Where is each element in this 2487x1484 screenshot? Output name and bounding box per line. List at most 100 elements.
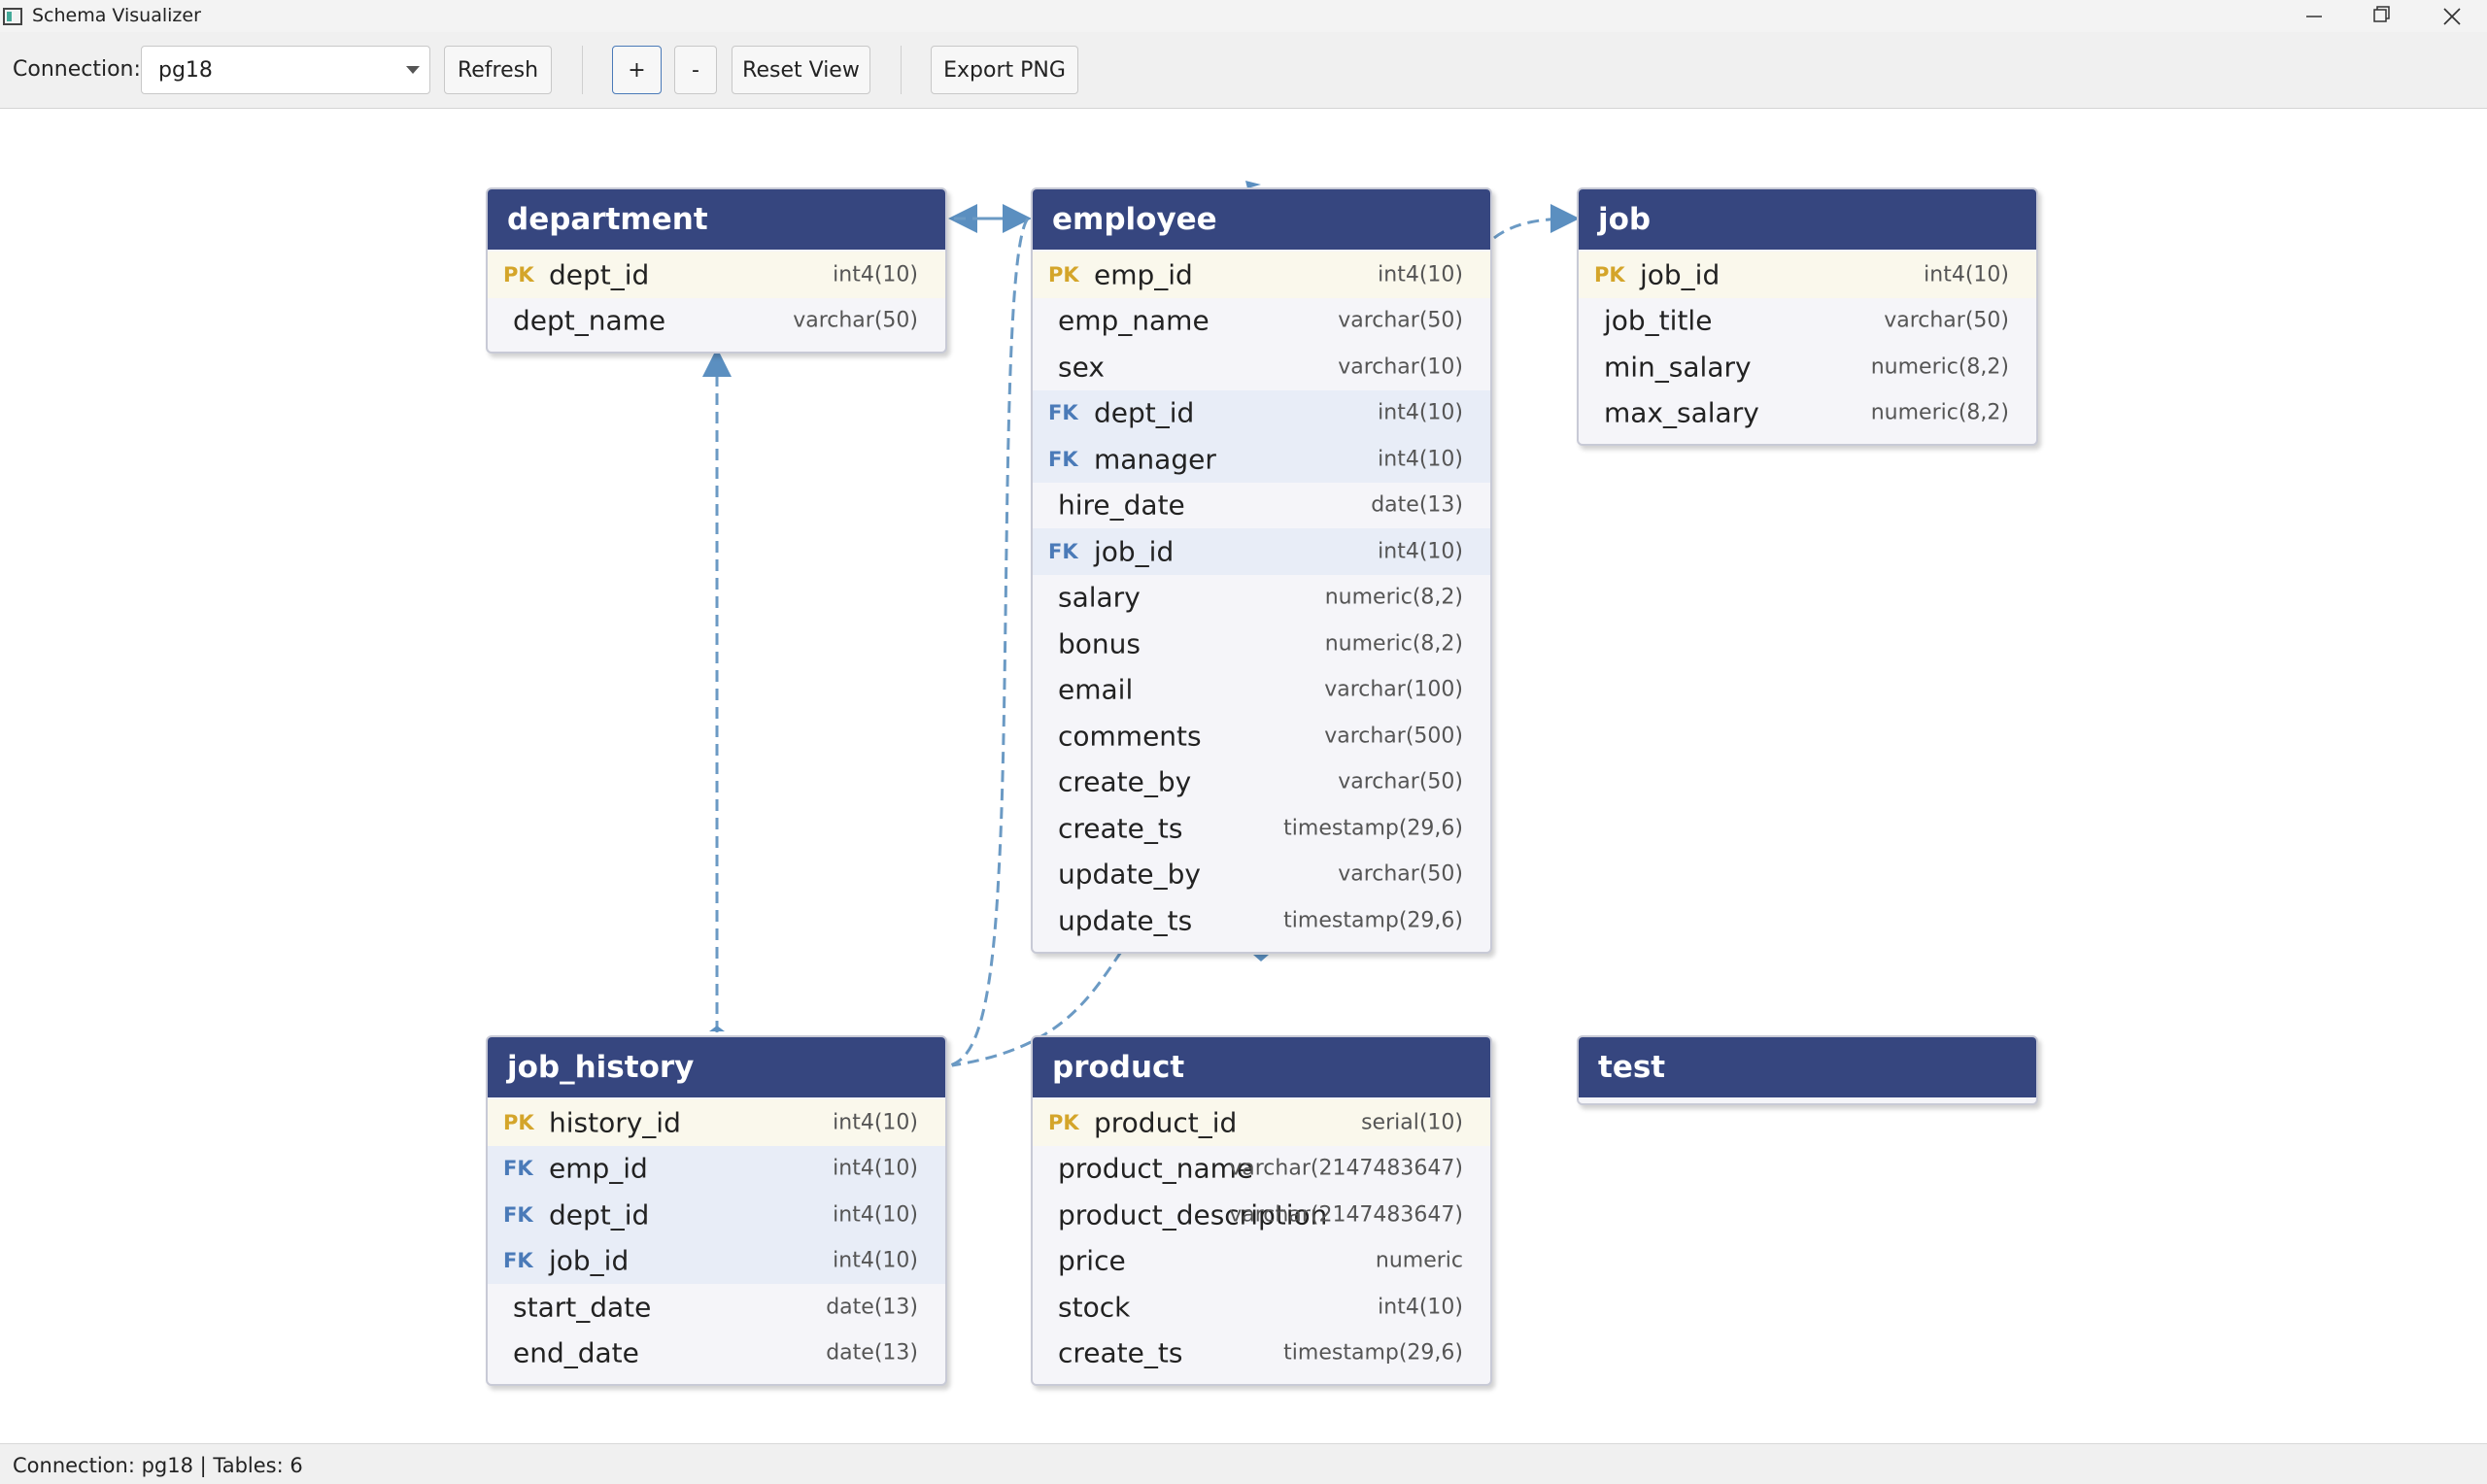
column-type: int4(10) [833,1202,918,1228]
column-row: FK dept_id int4(10) [488,1192,945,1238]
column-type: numeric [1375,1248,1463,1273]
connection-label: Connection: [13,57,141,82]
column-row: sex varchar(10) [1033,344,1490,390]
zoom-in-button[interactable]: + [612,46,662,94]
column-row: FK manager int4(10) [1033,436,1490,483]
column-row: create_ts timestamp(29,6) [1033,805,1490,852]
column-type: varchar(100) [1324,677,1463,702]
zoom-out-button[interactable]: - [674,46,717,94]
column-name: job_id [1094,535,1175,568]
column-name: min_salary [1604,351,1752,384]
table-name: department [488,189,945,250]
column-name: product_description [1058,1198,1328,1231]
column-type: date(13) [826,1295,918,1320]
column-row: hire_date date(13) [1033,483,1490,529]
column-type: varchar(50) [1338,861,1463,887]
column-type: int4(10) [1378,447,1463,472]
status-bar: Connection: pg18 | Tables: 6 [0,1443,2487,1484]
column-row: comments varchar(500) [1033,713,1490,759]
column-name: price [1058,1244,1126,1277]
table-name: job_history [488,1037,945,1097]
column-type: int4(10) [1378,539,1463,564]
column-row: price numeric [1033,1238,1490,1285]
column-type: varchar(10) [1338,354,1463,380]
column-type: varchar(2147483647) [1229,1202,1463,1228]
column-type: int4(10) [1378,400,1463,425]
table[interactable]: department PK dept_id int4(10) dept_name varc… [486,187,947,354]
export-button[interactable]: Export PNG [931,46,1078,94]
column-name: start_date [513,1291,652,1324]
column-type: varchar(50) [1338,769,1463,794]
column-name: update_by [1058,858,1201,891]
column-type: timestamp(29,6) [1283,1340,1463,1366]
column-row: create_by varchar(50) [1033,759,1490,806]
reset-view-button[interactable]: Reset View [732,46,870,94]
table-name: product [1033,1037,1490,1097]
column-name: dept_id [1094,396,1195,429]
column-row: salary numeric(8,2) [1033,575,1490,622]
column-name: update_ts [1058,904,1193,937]
column-type: timestamp(29,6) [1283,816,1463,841]
table[interactable]: product PK product_id serial(10) product_nam… [1031,1035,1492,1386]
column-name: salary [1058,581,1141,614]
column-name: email [1058,673,1134,706]
key-badge: PK [503,262,534,287]
column-name: job_id [549,1244,630,1277]
relation-marker [1253,955,1269,961]
key-badge: FK [503,1202,533,1227]
table[interactable]: test [1577,1035,2038,1105]
column-row: dept_name varchar(50) [488,298,945,345]
table[interactable]: employee PK emp_id int4(10) emp_name varchar(… [1031,187,1492,954]
column-name: end_date [513,1336,639,1369]
column-name: create_by [1058,765,1192,798]
column-type: date(13) [1371,492,1463,518]
column-name: hire_date [1058,489,1185,522]
column-name: create_ts [1058,1336,1183,1369]
table-body: PK job_id int4(10) job_title varchar(50) min_… [1579,250,2036,444]
column-name: dept_name [513,304,666,337]
column-name: product_id [1094,1106,1238,1139]
column-row: min_salary numeric(8,2) [1579,344,2036,390]
column-row: create_ts timestamp(29,6) [1033,1331,1490,1377]
column-row: email varchar(100) [1033,667,1490,714]
column-row: start_date date(13) [488,1284,945,1331]
column-row: product_name varchar(2147483647) [1033,1146,1490,1193]
column-type: int4(10) [833,1248,918,1273]
column-type: int4(10) [833,1110,918,1135]
column-row: stock int4(10) [1033,1284,1490,1331]
table-body: PK history_id int4(10) FK emp_id int4(10) FK de… [488,1097,945,1384]
column-name: job_id [1640,258,1720,291]
table[interactable]: job_history PK history_id int4(10) FK emp_id i… [486,1035,947,1386]
column-type: varchar(500) [1324,724,1463,749]
app-icon [3,8,22,25]
relation-line [949,218,1030,1067]
column-row: bonus numeric(8,2) [1033,621,1490,667]
column-row: update_by varchar(50) [1033,852,1490,898]
column-type: int4(10) [1378,262,1463,287]
column-type: numeric(8,2) [1324,631,1463,657]
column-type: int4(10) [833,1156,918,1181]
column-type: int4(10) [1924,262,2009,287]
column-row: update_ts timestamp(29,6) [1033,897,1490,944]
column-type: varchar(50) [1338,308,1463,333]
column-name: stock [1058,1291,1131,1324]
refresh-button[interactable]: Refresh [444,46,552,94]
dropdown-arrow [406,66,420,74]
column-row: emp_name varchar(50) [1033,298,1490,345]
column-name: emp_id [1094,258,1193,291]
column-row: PK history_id int4(10) [488,1099,945,1146]
column-name: job_title [1604,304,1713,337]
column-type: date(13) [826,1340,918,1366]
column-row: max_salary numeric(8,2) [1579,390,2036,437]
table[interactable]: job PK job_id int4(10) job_title varchar(50) m… [1577,187,2038,446]
window-controls[interactable] [2293,0,2487,32]
table-body [1579,1097,2036,1103]
column-row: PK emp_id int4(10) [1033,252,1490,298]
column-name: sex [1058,351,1105,384]
column-name: product_name [1058,1152,1254,1185]
connection-combo[interactable]: pg18 [141,46,430,94]
key-badge: FK [503,1157,533,1181]
separator [582,46,583,94]
column-row: job_title varchar(50) [1579,298,2036,345]
